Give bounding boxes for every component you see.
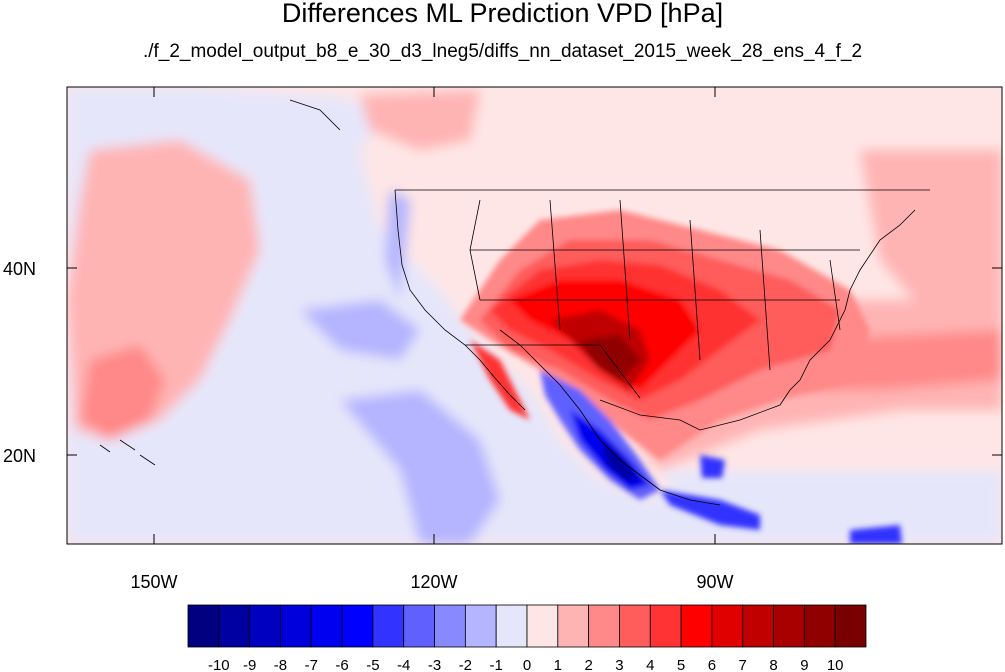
colorbar-swatch [773, 604, 805, 648]
colorbar-label: -9 [243, 657, 256, 672]
colorbar-label: 4 [646, 657, 654, 672]
colorbar-label: 7 [739, 657, 747, 672]
colorbar-swatch [372, 604, 405, 648]
colorbar-swatch [742, 604, 774, 648]
colorbar: -10 -9 -8 -7 -6 -5 -4 -3 -2 -1 0 1 2 3 4 5 6 7 8 9 10 [187, 604, 867, 672]
colorbar-swatch [249, 604, 281, 648]
x-tick-label: 90W [696, 572, 733, 592]
colorbar-swatch [588, 604, 620, 648]
colorbar-label: -3 [428, 657, 441, 672]
colorbar-label: 10 [827, 657, 844, 672]
coastlines [99, 99, 930, 506]
map-subtitle: ./f_2_model_output_b8_e_30_d3_lneg5/diff… [142, 41, 863, 62]
colorbar-swatch [711, 604, 744, 648]
y-tick-label: 40N [3, 259, 36, 279]
colorbar-swatch [649, 604, 682, 648]
vpd-difference-field [67, 87, 1002, 544]
colorbar-label: -7 [305, 657, 318, 672]
colorbar-swatch [280, 604, 312, 648]
axis-ticks [67, 87, 1002, 544]
colorbar-swatch [434, 604, 466, 648]
colorbar-swatch [526, 604, 559, 648]
colorbar-swatch [310, 604, 343, 648]
colorbar-swatch [464, 604, 497, 648]
x-tick-label: 150W [130, 572, 177, 592]
colorbar-label: -8 [274, 657, 287, 672]
colorbar-label: -6 [335, 657, 348, 672]
colorbar-swatch [403, 604, 435, 648]
colorbar-swatch [187, 604, 220, 648]
colorbar-swatch [834, 604, 867, 648]
colorbar-swatch [557, 604, 590, 648]
colorbar-label: 2 [584, 657, 592, 672]
colorbar-label: 5 [677, 657, 685, 672]
colorbar-swatch [803, 604, 836, 648]
colorbar-swatch [218, 604, 251, 648]
colorbar-label: 3 [615, 657, 623, 672]
x-tick-label: 120W [410, 572, 457, 592]
colorbar-label: 8 [769, 657, 777, 672]
colorbar-swatch [680, 604, 713, 648]
map-frame [66, 86, 1003, 545]
colorbar-label: -1 [490, 657, 503, 672]
colorbar-label: 1 [554, 657, 562, 672]
y-tick-label: 20N [3, 446, 36, 466]
colorbar-label: -10 [208, 657, 230, 672]
colorbar-label: -4 [397, 657, 410, 672]
colorbar-label: -2 [459, 657, 472, 672]
map-title: Differences ML Prediction VPD [hPa] [281, 0, 724, 28]
colorbar-swatch [619, 604, 651, 648]
colorbar-swatch [341, 604, 374, 648]
colorbar-label: 9 [800, 657, 808, 672]
colorbar-label: -5 [366, 657, 379, 672]
colorbar-label: 6 [708, 657, 716, 672]
colorbar-swatch [495, 604, 528, 648]
colorbar-label: 0 [523, 657, 531, 672]
